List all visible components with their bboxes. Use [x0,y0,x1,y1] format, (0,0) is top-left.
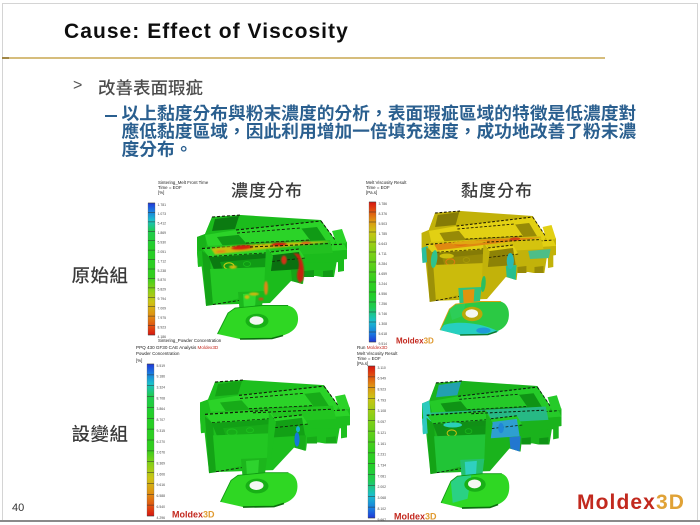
svg-text:4.659: 4.659 [379,272,388,276]
svg-text:Time = EOF: Time = EOF [357,356,381,361]
svg-text:3.110: 3.110 [378,366,386,370]
svg-text:2.676: 2.676 [157,451,166,455]
svg-text:8.102: 8.102 [378,507,387,511]
svg-text:Melt Viscosity Result: Melt Viscosity Result [366,180,407,185]
svg-text:5.412: 5.412 [158,222,167,226]
svg-text:9.186: 9.186 [157,375,166,379]
svg-text:[%]: [%] [158,190,164,195]
svg-text:1.785: 1.785 [379,232,388,236]
svg-text:5.238: 5.238 [158,269,167,273]
svg-text:2.002: 2.002 [378,485,387,489]
svg-text:4.186: 4.186 [158,335,167,339]
svg-text:1.606: 1.606 [157,472,166,476]
svg-text:9.794: 9.794 [158,297,167,301]
svg-text:3.324: 3.324 [157,386,166,390]
svg-text:2.231: 2.231 [378,453,387,457]
svg-text:Melt Viscosity Result: Melt Viscosity Result [357,351,398,356]
svg-text:Time = EOF: Time = EOF [158,185,182,190]
svg-text:8.708: 8.708 [157,396,166,400]
svg-text:[Pa.s]: [Pa.s] [366,190,377,195]
svg-text:9.315: 9.315 [157,429,166,433]
svg-text:6.270: 6.270 [157,440,166,444]
svg-text:Powder Concentration: Powder Concentration [136,351,180,356]
svg-text:Time = EOF: Time = EOF [366,185,390,190]
svg-text:1.781: 1.781 [158,203,167,207]
svg-text:1.073: 1.073 [158,212,167,216]
svg-text:8.923: 8.923 [378,388,387,392]
svg-text:9.514: 9.514 [379,342,388,346]
svg-text:4.556: 4.556 [379,292,388,296]
svg-text:7.256: 7.256 [379,302,388,306]
svg-text:3.786: 3.786 [379,202,388,206]
svg-text:Moldex3D: Moldex3D [396,337,434,346]
svg-text:5.746: 5.746 [379,312,388,316]
svg-text:3.864: 3.864 [157,407,166,411]
svg-text:6.949: 6.949 [378,377,387,381]
svg-text:8.923: 8.923 [158,325,167,329]
svg-text:9.616: 9.616 [157,483,166,487]
svg-text:Sintering_Powder Concentration: Sintering_Powder Concentration [158,338,222,343]
svg-text:PPQ 430 GF30 CAE Analysis Mold: PPQ 430 GF30 CAE Analysis Moldex3D [136,345,219,350]
svg-text:Run Moldex3D: Run Moldex3D [357,345,388,350]
svg-text:7.009: 7.009 [158,307,167,311]
svg-text:7.975: 7.975 [158,316,167,320]
svg-text:1.161: 1.161 [378,442,387,446]
svg-text:5.519: 5.519 [157,364,166,368]
svg-text:5.829: 5.829 [158,288,167,292]
svg-text:8.376: 8.376 [379,212,388,216]
svg-text:4.793: 4.793 [378,398,387,402]
svg-text:5.121: 5.121 [378,431,387,435]
svg-text:3.108: 3.108 [378,409,387,413]
svg-text:Sintering_Melt Front Time: Sintering_Melt Front Time [158,180,209,185]
svg-text:5.503: 5.503 [379,222,388,226]
svg-text:8.707: 8.707 [157,418,166,422]
svg-text:3.068: 3.068 [378,496,387,500]
svg-text:1.308: 1.308 [379,322,388,326]
svg-text:6.588: 6.588 [157,494,166,498]
svg-text:[%]: [%] [136,358,142,363]
svg-text:8.284: 8.284 [379,262,388,266]
svg-text:5.618: 5.618 [379,332,388,336]
svg-text:7.081: 7.081 [378,474,387,478]
svg-text:[Pa.s]: [Pa.s] [357,361,368,366]
svg-text:9.667: 9.667 [378,518,387,522]
svg-text:1.869: 1.869 [158,231,167,235]
svg-text:8.369: 8.369 [157,462,166,466]
svg-text:6.540: 6.540 [157,505,166,509]
svg-text:2.051: 2.051 [158,250,167,254]
svg-text:1.734: 1.734 [378,464,387,468]
svg-text:6.643: 6.643 [379,242,388,246]
svg-text:1.712: 1.712 [158,259,167,263]
svg-text:3.244: 3.244 [379,282,388,286]
svg-text:5.057: 5.057 [378,420,387,424]
svg-text:Moldex3D: Moldex3D [172,510,215,520]
svg-text:5.930: 5.930 [158,241,167,245]
svg-text:5.870: 5.870 [158,278,167,282]
svg-text:Moldex3D: Moldex3D [394,512,437,522]
svg-text:4.296: 4.296 [157,516,166,520]
svg-text:4.711: 4.711 [379,252,387,256]
